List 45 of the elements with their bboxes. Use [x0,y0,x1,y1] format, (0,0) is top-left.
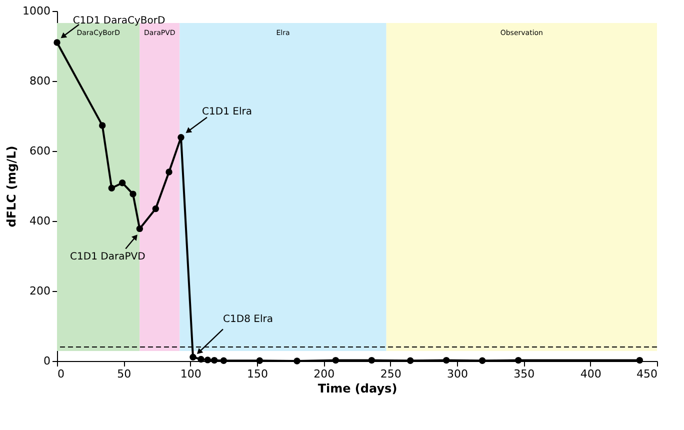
x-tick-label: 50 [117,368,132,380]
point [442,356,450,364]
annotation: C1D8 Elra [223,314,273,326]
point [108,184,116,192]
x-tick-label: 0 [58,368,64,380]
y-tick-label: 200 [30,284,50,298]
x-tick-label: 150 [247,368,268,380]
point [478,357,486,364]
annotation: C1D1 DaraPVD [70,252,146,263]
point [54,39,60,46]
point [210,356,218,364]
x-tick-label: 350 [514,368,535,380]
y-tick-label: 400 [30,214,50,228]
x-tick-label: 450 [636,368,658,380]
x-axis-title: Time (days) [318,382,398,396]
y-tick-label: 800 [30,74,50,88]
annotation: C1D1 DaraCyBorD [72,16,166,26]
point [332,356,340,364]
point [220,357,228,364]
point [130,190,136,198]
x-tick-label: 200 [314,368,335,380]
point [514,356,522,364]
point [198,356,204,363]
point [406,357,414,364]
point [294,358,300,364]
point [204,356,212,364]
point [636,356,644,364]
x-tick-label: 300 [447,368,468,380]
y-tick-label: 600 [30,144,50,158]
point [118,180,126,186]
point [136,225,144,232]
annotation: C1D1 Elra [202,106,252,118]
point [166,168,172,176]
x-tick-label: 100 [180,368,202,380]
x-tick-label: 250 [380,368,402,380]
y-tick-label: 0 [44,354,50,368]
y-tick-label: 1000 [22,4,50,18]
point [368,356,376,364]
x-tick-label: 400 [580,368,602,380]
point [256,357,264,364]
point [178,134,184,141]
point [98,122,106,129]
y-axis-title: dFLC (mg/L) [4,146,19,228]
point [152,205,160,212]
point [190,354,196,360]
